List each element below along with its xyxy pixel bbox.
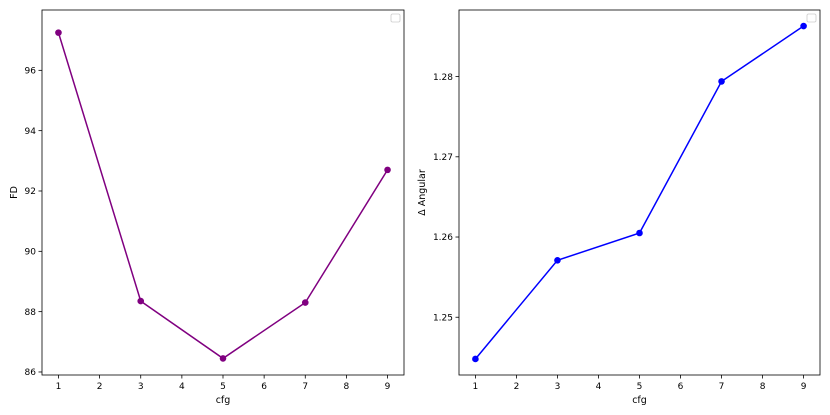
- x-tick-label: 7: [719, 382, 725, 392]
- x-tick-label: 6: [678, 382, 684, 392]
- data-point: [636, 229, 643, 237]
- x-tick-label: 9: [801, 382, 807, 392]
- y-axis-label: FD: [9, 186, 20, 199]
- x-tick-label: 8: [760, 382, 766, 392]
- y-tick-label: 1.27: [433, 153, 453, 163]
- x-tick-label: 2: [514, 382, 520, 392]
- y-tick-label: 92: [25, 187, 36, 197]
- x-tick-label: 5: [637, 382, 643, 392]
- y-tick-label: 88: [25, 308, 37, 318]
- x-tick-label: 5: [220, 382, 226, 392]
- data-point: [137, 297, 145, 305]
- y-tick-label: 94: [25, 127, 37, 137]
- y-tick-label: 1.26: [433, 233, 453, 243]
- data-point: [384, 166, 391, 174]
- x-tick-label: 3: [138, 382, 144, 392]
- x-tick-label: 8: [344, 382, 350, 392]
- x-axis-label: cfg: [632, 395, 647, 406]
- y-tick-label: 86: [25, 368, 37, 378]
- data-point: [800, 22, 807, 30]
- x-tick-label: 9: [385, 382, 391, 392]
- x-tick-label: 6: [261, 382, 267, 392]
- x-tick-label: 4: [179, 382, 185, 392]
- x-tick-label: 1: [56, 382, 62, 392]
- data-point: [554, 256, 561, 264]
- y-tick-label: 96: [25, 67, 37, 77]
- y-tick-label: 1.28: [433, 73, 453, 83]
- x-tick-label: 2: [97, 382, 103, 392]
- plot-frame: [458, 9, 821, 376]
- x-tick-label: 4: [596, 382, 602, 392]
- data-point: [472, 355, 479, 363]
- y-tick-label: 1.25: [433, 313, 453, 323]
- x-tick-label: 1: [473, 382, 479, 392]
- angular-chart-panel: 1 2 3 4 5 6 7 8 9 1.25 1.26 1.27 1.28 cfg Δ Angular: [417, 9, 821, 406]
- data-point: [301, 299, 309, 306]
- data-point: [718, 78, 725, 85]
- series-line: [474, 25, 805, 360]
- data-point: [219, 355, 227, 362]
- y-tick-label: 90: [25, 248, 37, 258]
- series-line: [57, 32, 389, 360]
- x-tick-label: 3: [555, 382, 561, 392]
- y-axis-label: Δ Angular: [417, 169, 428, 216]
- x-tick-label: 7: [302, 382, 308, 392]
- x-axis-label: cfg: [216, 395, 231, 406]
- fd-chart-panel: 1 2 3 4 5 6 7 8 9 86 88 90 92 94 96 cfg FD: [9, 9, 405, 406]
- data-point: [55, 29, 62, 36]
- legend-box: [390, 13, 401, 23]
- plot-frame: [41, 9, 405, 376]
- legend-box: [806, 13, 817, 23]
